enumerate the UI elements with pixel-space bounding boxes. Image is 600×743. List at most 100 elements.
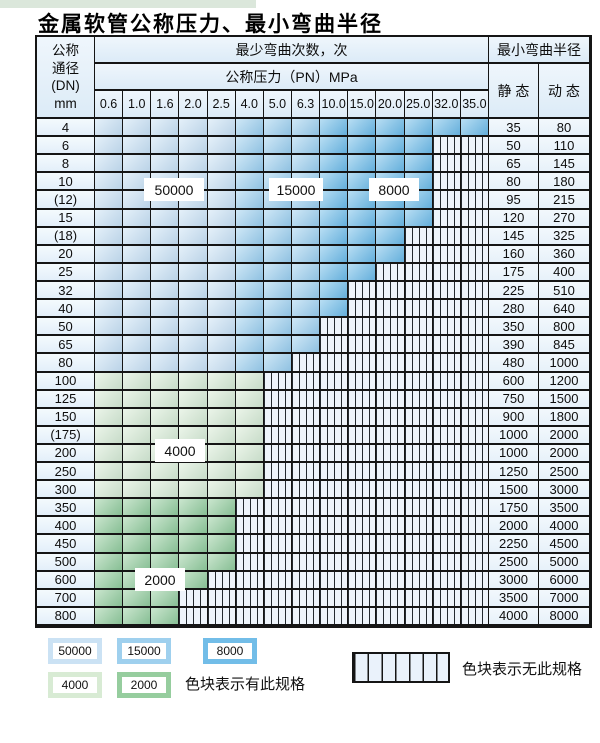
no-spec-cell (348, 553, 377, 572)
no-spec-cell (404, 390, 433, 409)
static-value-cell: 35 (488, 119, 539, 138)
spec-cell (235, 336, 264, 355)
spec-cell (95, 191, 124, 210)
no-spec-cell (320, 463, 349, 482)
no-spec-cell (348, 517, 377, 536)
legend-no-spec-text: 色块表示无此规格 (462, 661, 583, 678)
spec-cell (123, 499, 152, 518)
spec-cell (95, 390, 124, 409)
no-spec-cell (460, 553, 489, 572)
spec-cell (151, 263, 180, 282)
spec-cell (95, 263, 124, 282)
pressure-col-header-5.0: 5.0 (263, 91, 292, 119)
spec-cell (95, 408, 124, 427)
spec-cell (235, 372, 264, 391)
no-spec-cell (432, 137, 461, 156)
no-spec-cell (404, 535, 433, 554)
spec-cell (179, 318, 208, 337)
no-spec-cell (460, 354, 489, 373)
legend-swatch-50000: 50000 (48, 638, 102, 664)
bend-cycles-header: 最少弯曲次数，次 (95, 37, 489, 64)
no-spec-cell (460, 571, 489, 590)
dn-header-cell: 公称 通径 (DN) mm (37, 37, 95, 119)
radius-header: 最小弯曲半径 (488, 37, 590, 64)
spec-cell (207, 155, 236, 174)
no-spec-cell (376, 281, 405, 301)
spec-cell (207, 499, 236, 518)
no-spec-cell (432, 553, 461, 572)
spec-cell (207, 408, 236, 427)
no-spec-cell (207, 571, 236, 590)
no-spec-cell (432, 408, 461, 427)
dn-cell: 15 (37, 209, 95, 228)
static-value-cell: 1250 (488, 463, 539, 482)
dn-cell: (175) (37, 426, 95, 445)
no-spec-cell (348, 607, 377, 626)
spec-cell (151, 245, 180, 264)
no-spec-cell (404, 263, 433, 282)
spec-cell (235, 263, 264, 282)
spec-cell (179, 137, 208, 156)
spec-cell (263, 209, 292, 228)
spec-cell (123, 227, 152, 246)
no-spec-cell (291, 571, 321, 590)
no-spec-cell (432, 390, 461, 409)
pressure-col-header-0.6: 0.6 (95, 91, 124, 119)
spec-cell (95, 372, 124, 391)
no-spec-cell (460, 318, 489, 337)
spec-cell (235, 119, 264, 138)
no-spec-cell (460, 227, 489, 246)
spec-cell (151, 300, 180, 319)
spec-cell (123, 263, 152, 282)
spec-cell (207, 191, 236, 210)
no-spec-cell (460, 589, 489, 608)
no-spec-cell (348, 535, 377, 554)
pressure-header: 公称压力（PN）MPa (95, 64, 489, 91)
spec-cell (348, 119, 377, 138)
spec-cell (151, 318, 180, 337)
no-spec-cell (460, 481, 489, 500)
dynamic-value-cell: 2000 (538, 426, 590, 445)
spec-cell (151, 535, 180, 554)
spec-cell (207, 209, 236, 228)
no-spec-cell (404, 571, 433, 590)
no-spec-cell (432, 155, 461, 174)
static-value-cell: 65 (488, 155, 539, 174)
zone-label-2000: 2000 (135, 568, 185, 591)
no-spec-cell (460, 463, 489, 482)
spec-cell (151, 553, 180, 572)
dn-cell: 50 (37, 318, 95, 337)
spec-table: 公称 通径 (DN) mm 最少弯曲次数，次 最小弯曲半径 公称压力（PN）MPa 静 态动 … (35, 35, 592, 628)
dynamic-value-cell: 4000 (538, 517, 590, 536)
spec-cell (207, 444, 236, 464)
spec-cell (320, 209, 349, 228)
no-spec-cell (348, 571, 377, 590)
no-spec-cell (235, 607, 264, 626)
spec-cell (348, 227, 377, 246)
no-spec-cell (404, 336, 433, 355)
spec-cell (151, 372, 180, 391)
static-value-cell: 600 (488, 372, 539, 391)
no-spec-cell (291, 444, 321, 464)
no-spec-cell (263, 499, 292, 518)
pressure-col-header-2.5: 2.5 (207, 91, 236, 119)
spec-cell (179, 463, 208, 482)
no-spec-cell (263, 517, 292, 536)
no-spec-cell (263, 607, 292, 626)
spec-cell (291, 281, 321, 301)
static-value-cell: 175 (488, 263, 539, 282)
spec-cell (348, 209, 377, 228)
spec-cell (95, 155, 124, 174)
spec-cell (235, 155, 264, 174)
spec-cell (179, 245, 208, 264)
spec-cell (95, 227, 124, 246)
no-spec-cell (460, 155, 489, 174)
no-spec-cell (432, 300, 461, 319)
spec-cell (235, 191, 264, 210)
no-spec-cell (404, 227, 433, 246)
spec-cell (235, 281, 264, 301)
no-spec-cell (460, 191, 489, 210)
no-spec-cell (404, 607, 433, 626)
no-spec-cell (235, 571, 264, 590)
